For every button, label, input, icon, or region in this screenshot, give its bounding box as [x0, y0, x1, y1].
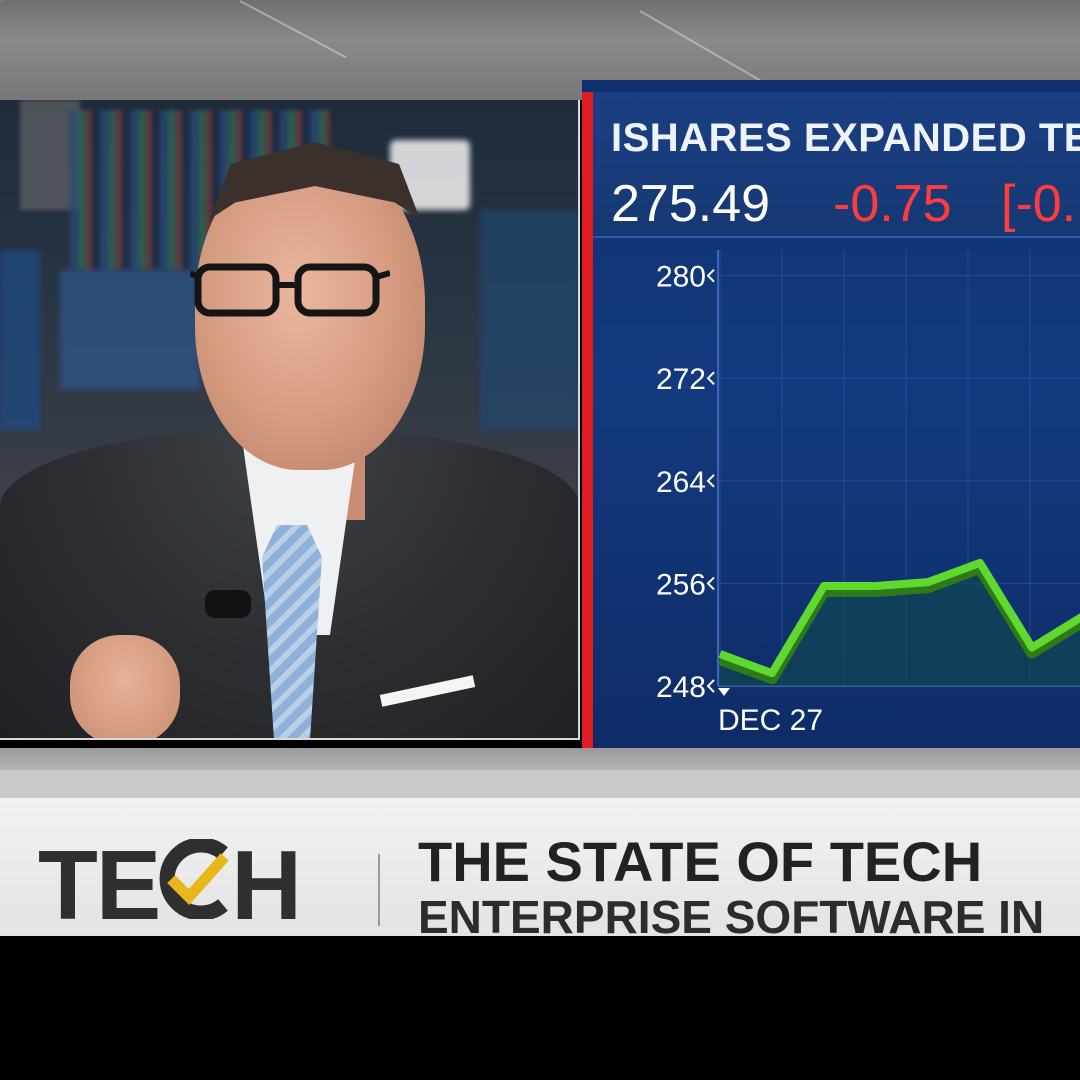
subheadline: ENTERPRISE SOFTWARE IN: [418, 891, 1045, 943]
lower-third-strip: [0, 748, 1080, 770]
x-tick-marker: [718, 688, 730, 696]
anchor-video: [0, 100, 580, 740]
background-screen: [0, 250, 40, 430]
y-tick-label: 280: [656, 261, 706, 294]
letterbox-bar: [0, 936, 1080, 1080]
studio-background: [0, 100, 578, 738]
ticker-change-percent: [-0.: [1001, 175, 1077, 233]
series-line: [718, 558, 1080, 678]
y-tick-marker: [706, 371, 715, 385]
lapel-mic-icon: [205, 590, 251, 618]
tech-logo-text: TE: [38, 830, 161, 940]
y-tick-label: 248: [656, 671, 706, 704]
ticker-price: 275.49: [611, 175, 771, 233]
tech-logo-text-end: H: [231, 830, 302, 940]
tech-logo: TE H: [38, 836, 302, 934]
y-tick-marker: [706, 576, 715, 591]
headline: THE STATE OF TECH: [418, 830, 983, 893]
background-screen: [480, 210, 578, 430]
check-icon: [159, 836, 231, 921]
y-tick-label: 264: [656, 466, 706, 499]
y-tick-marker: [706, 474, 715, 488]
divider: [378, 854, 380, 926]
y-tick-label: 272: [656, 363, 706, 396]
lower-third: TE H THE STATE OF TECH ENTERPRISE SOFTWA…: [0, 770, 1080, 940]
ticker-header: ISHARES EXPANDED TEC 275.49 -0.75 [-0.: [593, 92, 1080, 238]
background-screen: [60, 270, 200, 390]
texture-crack: [239, 0, 347, 59]
y-tick-marker: [706, 268, 715, 283]
accent-bar: [582, 92, 593, 748]
texture-crack: [639, 10, 762, 82]
ticker-chart-panel: 280 272 264 256 248 DEC 27 ISHARES EXPANDED T…: [582, 80, 1080, 748]
anchor-hand: [70, 635, 180, 738]
ticker-name: ISHARES EXPANDED TEC: [611, 116, 1080, 160]
anchor-tie: [262, 525, 322, 738]
ticker-change: -0.75: [833, 175, 952, 233]
y-tick-marker: [706, 679, 715, 693]
glasses-icon: [190, 263, 390, 317]
y-tick-label: 256: [656, 568, 706, 601]
x-tick-label: DEC 27: [718, 704, 823, 737]
price-chart: 280 272 264 256 248 DEC 27: [656, 250, 1080, 737]
